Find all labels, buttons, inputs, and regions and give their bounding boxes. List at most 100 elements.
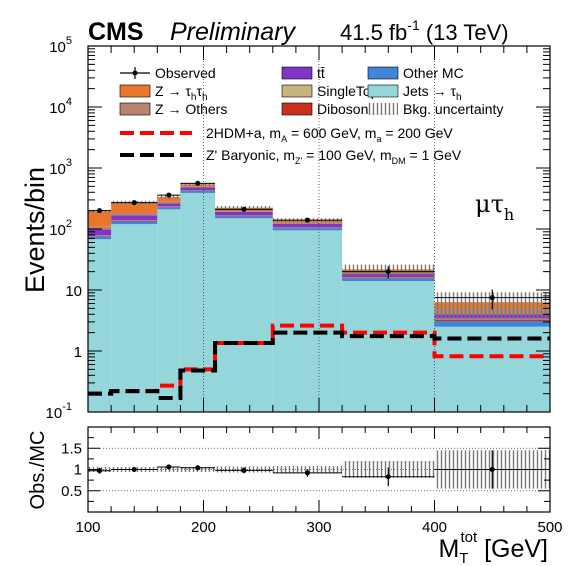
legend-entry-ttbar: tt̄	[281, 65, 325, 81]
ratio-plot-area	[88, 447, 550, 492]
y-tick-base: 10	[49, 161, 66, 178]
bar-jets	[272, 230, 343, 412]
legend-entry-ztautau: Z → τhτh	[119, 83, 208, 103]
bar-ttbar	[157, 203, 181, 207]
bar-zothers	[111, 212, 158, 216]
legend-label-text: Bkg. uncertainty	[403, 101, 503, 117]
legend-label-observed: Observed	[155, 65, 216, 81]
bar-othermc	[157, 207, 181, 210]
channel-label-sub: h	[504, 205, 514, 224]
bar-jets	[342, 281, 435, 412]
y-tick-label: 104	[49, 96, 72, 117]
legend: Observed tt̄ Other MC Z → τhτh SingleTop Jets…	[119, 65, 503, 166]
observed-point	[195, 180, 201, 186]
legend-swatch-ttbar	[281, 66, 313, 80]
legend-swatch-zothers	[119, 102, 151, 116]
x-tick-label: 200	[191, 519, 216, 536]
observed-point	[241, 206, 247, 212]
header-status: Preliminary	[170, 18, 297, 46]
y-tick-label: 102	[49, 218, 72, 239]
bar-zothers	[180, 186, 216, 188]
legend-entry-othermc: Other MC	[367, 65, 464, 81]
x-tick-label: 100	[75, 519, 100, 536]
ratio-point	[131, 467, 137, 472]
legend-label-sub: h	[456, 92, 462, 103]
legend-signal-sub: Z'	[295, 156, 302, 166]
legend-entry-singletop: SingleTop	[281, 83, 379, 99]
x-axis-label-sup: tot	[460, 529, 478, 546]
ratio-y-tick-label: 1	[74, 462, 82, 479]
legend-label-text: Diboson	[317, 101, 368, 117]
y-tick-base: 1	[74, 344, 82, 361]
x-tick-label: 400	[422, 519, 447, 536]
legend-label-sub: h	[191, 92, 197, 103]
ratio-point	[489, 467, 495, 472]
header-energy: (13 TeV)	[420, 20, 509, 45]
observed-point	[97, 208, 103, 214]
observed-point	[131, 200, 137, 206]
bar-othermc	[180, 190, 216, 193]
y-tick-label: 10-1	[46, 401, 72, 422]
legend-entry-bkgunc: Bkg. uncertainty	[368, 101, 503, 117]
bar-diboson	[88, 235, 112, 237]
channel-label-main: μτ	[475, 190, 504, 218]
x-axis-label-unit: [GeV]	[477, 535, 548, 563]
legend-label-text: SingleTop	[317, 83, 379, 99]
legend-signal-sub: a	[376, 134, 381, 144]
y-tick-base: 10	[65, 283, 82, 300]
legend-entry-observed: Observed	[120, 65, 216, 81]
ratio-point	[304, 470, 310, 476]
x-tick-label: 300	[306, 519, 331, 536]
legend-swatch-ztautau	[119, 84, 151, 98]
legend-swatch-diboson	[281, 102, 313, 116]
bar-ztautau	[111, 202, 158, 213]
legend-label-ttbar: tt̄	[317, 65, 325, 81]
header-lumi: 41.5 fb-1 (13 TeV)	[340, 17, 509, 45]
bar-zothers	[272, 222, 343, 224]
legend-entry-zothers: Z → Others	[119, 101, 227, 117]
ratio-point	[166, 464, 172, 470]
y-tick-exp: 5	[66, 35, 72, 47]
bar-jets	[434, 326, 550, 412]
bar-othermc	[272, 228, 343, 231]
bar-jets	[157, 209, 181, 412]
y-tick-label: 103	[49, 157, 72, 178]
y-axis-label-main: Events/bin	[20, 167, 50, 293]
header-lumi-exp: -1	[407, 17, 420, 33]
y-tick-base: 10	[49, 222, 66, 239]
bar-othermc	[434, 321, 550, 327]
legend-label-sig2: Z' Baryonic, mZ' = 100 GeV, mDM = 1 GeV	[206, 147, 462, 166]
y-tick-label: 10	[65, 283, 82, 300]
legend-signal-text: = 200 GeV	[381, 125, 453, 141]
legend-signal-text: 2HDM+a, m	[206, 125, 281, 141]
legend-signal-text: = 1 GeV	[406, 147, 462, 163]
bar-ttbar	[180, 187, 216, 191]
ratio-plot-frame: 0.5 1 1.5 100 200 300 400 500	[61, 426, 563, 536]
y-tick-exp: 3	[66, 157, 72, 169]
legend-label-ztautau: Z → τhτh	[155, 83, 208, 103]
x-tick-label: 500	[537, 519, 562, 536]
bar-diboson	[272, 227, 343, 229]
legend-label-jets: Jets → τh	[403, 83, 462, 103]
bar-jets	[180, 192, 216, 412]
bar-ttbar	[272, 223, 343, 228]
y-tick-label: 1	[74, 344, 82, 361]
legend-signal-sub: DM	[392, 156, 406, 166]
legend-label-othermc: Other MC	[403, 65, 464, 81]
y-axis-label-ratio: Obs./MC	[27, 431, 49, 510]
bar-jets	[88, 239, 112, 412]
legend-label-singletop: SingleTop	[317, 83, 379, 99]
bar-ztautau	[157, 197, 181, 202]
y-tick-exp: 4	[66, 96, 72, 108]
y-tick-exp: -1	[62, 401, 72, 413]
legend-label-text: Observed	[155, 65, 216, 81]
legend-entry-sig2: Z' Baryonic, mZ' = 100 GeV, mDM = 1 GeV	[120, 147, 462, 166]
header-lumi-value: 41.5 fb	[340, 20, 407, 45]
legend-label-mid: τ	[196, 83, 202, 99]
legend-entry-sig1: 2HDM+a, mA = 600 GeV, ma = 200 GeV	[120, 125, 453, 144]
channel-label: μτh	[475, 190, 514, 224]
bar-ttbar	[215, 211, 273, 216]
legend-label-sub2: h	[202, 92, 208, 103]
